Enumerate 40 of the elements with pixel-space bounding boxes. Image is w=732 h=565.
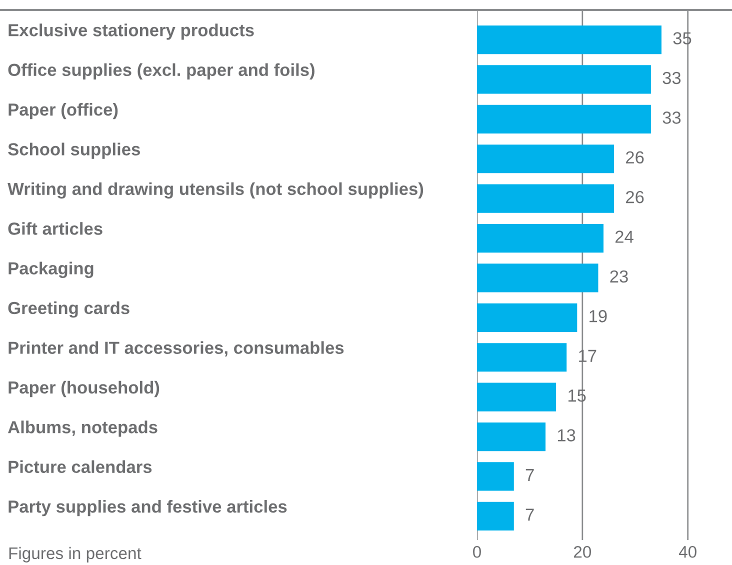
bar bbox=[477, 144, 614, 174]
y-tick-label: Greeting cards bbox=[8, 301, 130, 318]
y-tick-label: Packaging bbox=[8, 262, 94, 278]
data-label: 26 bbox=[626, 190, 644, 204]
bar bbox=[477, 303, 578, 332]
data-label: 33 bbox=[662, 112, 681, 124]
text: Figures in percent bbox=[9, 546, 142, 562]
x-tick-label: 20 bbox=[574, 546, 592, 558]
bar bbox=[477, 462, 514, 491]
y-tick-label: Paper (household) bbox=[8, 380, 160, 398]
data-label: 23 bbox=[610, 270, 628, 283]
bar bbox=[477, 422, 546, 452]
bar bbox=[477, 343, 567, 372]
data-label: 7 bbox=[526, 469, 534, 481]
data-label: 19 bbox=[590, 310, 607, 322]
bar bbox=[477, 25, 662, 54]
bar bbox=[477, 184, 614, 213]
y-tick-label: Albums, notepads bbox=[8, 420, 158, 437]
data-label: 13 bbox=[558, 429, 576, 442]
bar bbox=[477, 65, 651, 94]
data-label: 7 bbox=[526, 508, 534, 521]
x-tick-label: 40 bbox=[678, 546, 696, 558]
y-tick-label: School supplies bbox=[8, 142, 140, 159]
y-tick-label: Party supplies and festive articles bbox=[8, 500, 287, 516]
bar bbox=[477, 224, 604, 253]
y-tick-label: Office supplies (excl. paper and foils) bbox=[8, 63, 314, 80]
data-label: 24 bbox=[615, 230, 634, 243]
bar bbox=[477, 104, 651, 134]
x-tick-label: 0 bbox=[473, 546, 481, 558]
y-tick-label: Paper (office) bbox=[8, 102, 118, 120]
y-tick-label: Printer and IT accessories, consumables bbox=[8, 341, 344, 356]
bar bbox=[477, 264, 598, 292]
y-tick-label: Picture calendars bbox=[8, 460, 152, 474]
bar bbox=[477, 382, 556, 412]
data-label: 26 bbox=[626, 151, 644, 164]
y-tick-label: Exclusive stationery products bbox=[8, 24, 254, 40]
y-tick-label: Writing and drawing utensils (not school supplies) bbox=[8, 182, 424, 199]
y-tick-label: Gift articles bbox=[8, 222, 102, 235]
data-label: 33 bbox=[662, 72, 681, 84]
bar bbox=[477, 502, 514, 530]
